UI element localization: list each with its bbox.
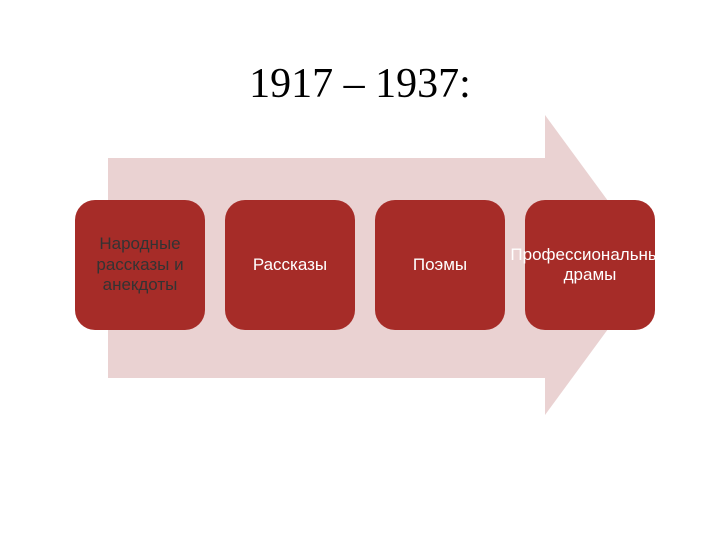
stage-box-label: Рассказы: [253, 255, 327, 275]
stage-box-label: Профессиональные драмы: [510, 245, 669, 286]
stage-box-label: Народные рассказы и анекдоты: [81, 234, 199, 295]
slide-title: 1917 – 1937:: [0, 60, 720, 108]
stage-box-3: Профессиональные драмы: [525, 200, 655, 330]
stage-box-label: Поэмы: [413, 255, 467, 275]
stage-box-0: Народные рассказы и анекдоты: [75, 200, 205, 330]
stage-box-2: Поэмы: [375, 200, 505, 330]
slide: 1917 – 1937: Народные рассказы и анекдот…: [0, 0, 720, 540]
stage-box-1: Рассказы: [225, 200, 355, 330]
